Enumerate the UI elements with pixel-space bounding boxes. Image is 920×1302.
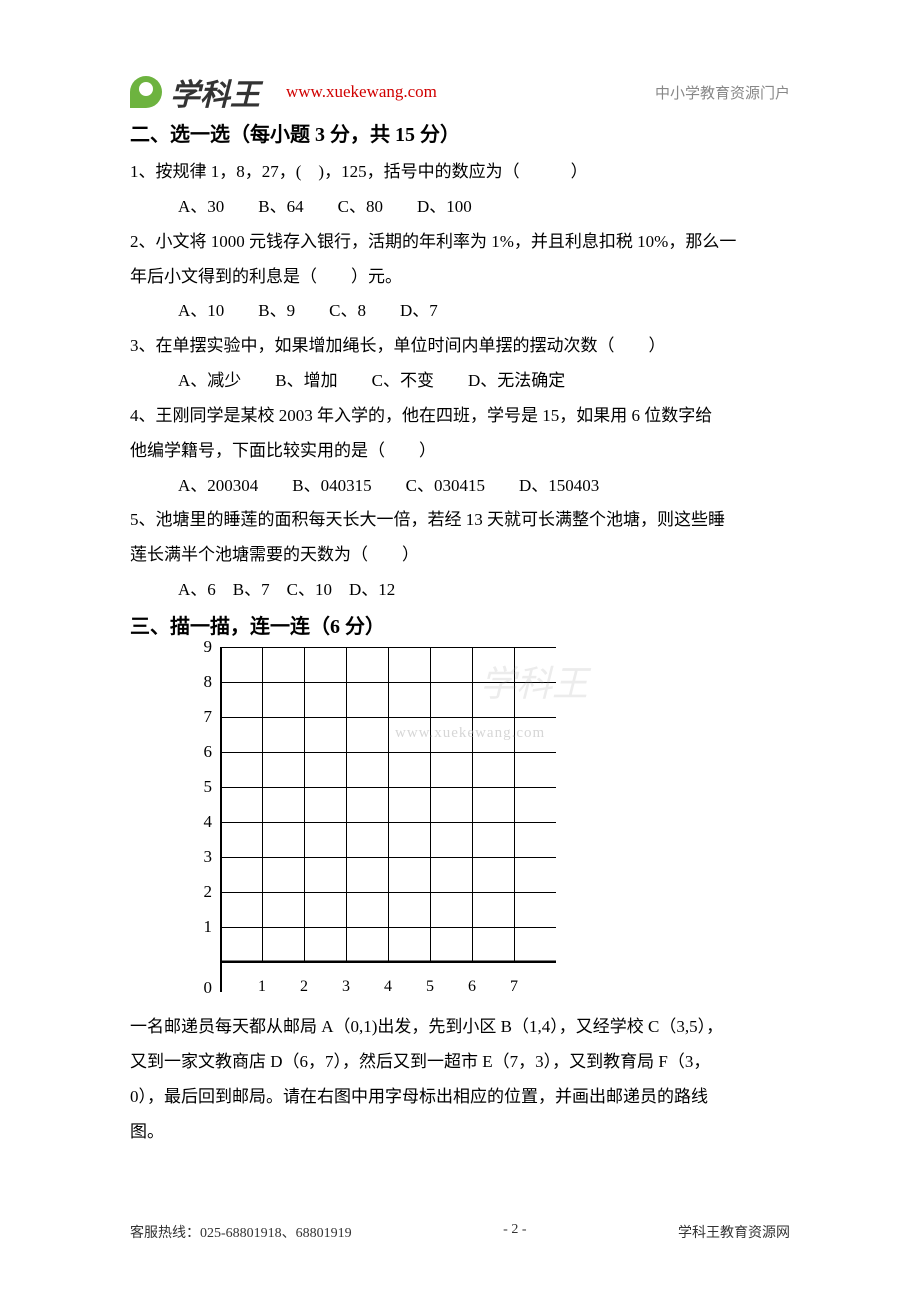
section3-title: 三、描一描，连一连（6 分）	[130, 610, 790, 639]
section3-body: 一名邮递员每天都从邮局 A（0,1)出发，先到小区 B（1,4），又经学校 C（…	[130, 1010, 790, 1149]
q2-text-b: 年后小文得到的利息是（ ）元。	[130, 260, 790, 295]
q4-options: A、200304 B、040315 C、030415 D、150403	[130, 469, 790, 504]
y-axis-label: 6	[204, 742, 213, 762]
y-axis-label: 0	[204, 978, 213, 998]
q5-text-a: 5、池塘里的睡莲的面积每天长大一倍，若经 13 天就可长满整个池塘，则这些睡	[130, 503, 790, 538]
s3-p4: 图。	[130, 1115, 790, 1150]
portal-text: 中小学教育资源门户	[655, 82, 790, 103]
x-axis-label: 1	[258, 978, 266, 996]
q4-text-b: 他编学籍号，下面比较实用的是（ ）	[130, 434, 790, 469]
section2-title: 二、选一选（每小题 3 分，共 15 分）	[130, 118, 790, 147]
y-axis-label: 9	[204, 637, 213, 657]
q5-text-b: 莲长满半个池塘需要的天数为（ ）	[130, 538, 790, 573]
x-axis-label: 2	[300, 978, 308, 996]
q4-text-a: 4、王刚同学是某校 2003 年入学的，他在四班，学号是 15，如果用 6 位数…	[130, 399, 790, 434]
q2-text-a: 2、小文将 1000 元钱存入银行，活期的年利率为 1%，并且利息扣税 10%，…	[130, 225, 790, 260]
y-axis-label: 2	[204, 882, 213, 902]
s3-p1: 一名邮递员每天都从邮局 A（0,1)出发，先到小区 B（1,4），又经学校 C（…	[130, 1010, 790, 1045]
y-axis-label: 8	[204, 672, 213, 692]
y-axis-label: 7	[204, 707, 213, 727]
header-url: www.xuekewang.com	[286, 82, 437, 102]
q5-options: A、6 B、7 C、10 D、12	[130, 573, 790, 608]
y-axis-label: 5	[204, 777, 213, 797]
page-footer: 客服热线：025-68801918、68801919 - 2 - 学科王教育资源…	[130, 1222, 790, 1242]
x-axis-label: 5	[426, 978, 434, 996]
brand-text: 学科王	[170, 70, 260, 114]
header-left: 学科王 www.xuekewang.com	[130, 70, 437, 114]
q2-options: A、10 B、9 C、8 D、7	[130, 294, 790, 329]
y-axis-label: 1	[204, 917, 213, 937]
coordinate-grid: 学科王 www.xuekewang.com 98765432101234567	[220, 647, 556, 992]
footer-right: 学科王教育资源网	[678, 1222, 790, 1242]
y-axis-label: 4	[204, 812, 213, 832]
x-axis-label: 4	[384, 978, 392, 996]
q3-text: 3、在单摆实验中，如果增加绳长，单位时间内单摆的摆动次数（ ）	[130, 329, 790, 364]
section2-body: 1、按规律 1，8，27，( )，125，括号中的数应为（ ） A、30 B、6…	[130, 155, 790, 608]
q3-options: A、减少 B、增加 C、不变 D、无法确定	[130, 364, 790, 399]
s3-p3: 0），最后回到邮局。请在右图中用字母标出相应的位置，并画出邮递员的路线	[130, 1080, 790, 1115]
footer-center: - 2 -	[503, 1222, 526, 1242]
logo-icon	[130, 76, 162, 108]
y-axis-label: 3	[204, 847, 213, 867]
x-axis-label: 6	[468, 978, 476, 996]
q1-options: A、30 B、64 C、80 D、100	[130, 190, 790, 225]
q1-text: 1、按规律 1，8，27，( )，125，括号中的数应为（ ）	[130, 155, 790, 190]
page-header: 学科王 www.xuekewang.com 中小学教育资源门户	[130, 70, 790, 114]
x-axis-label: 7	[510, 978, 518, 996]
x-axis-label: 3	[342, 978, 350, 996]
s3-p2: 又到一家文教商店 D（6，7），然后又到一超市 E（7，3），又到教育局 F（3…	[130, 1045, 790, 1080]
footer-left: 客服热线：025-68801918、68801919	[130, 1222, 352, 1242]
